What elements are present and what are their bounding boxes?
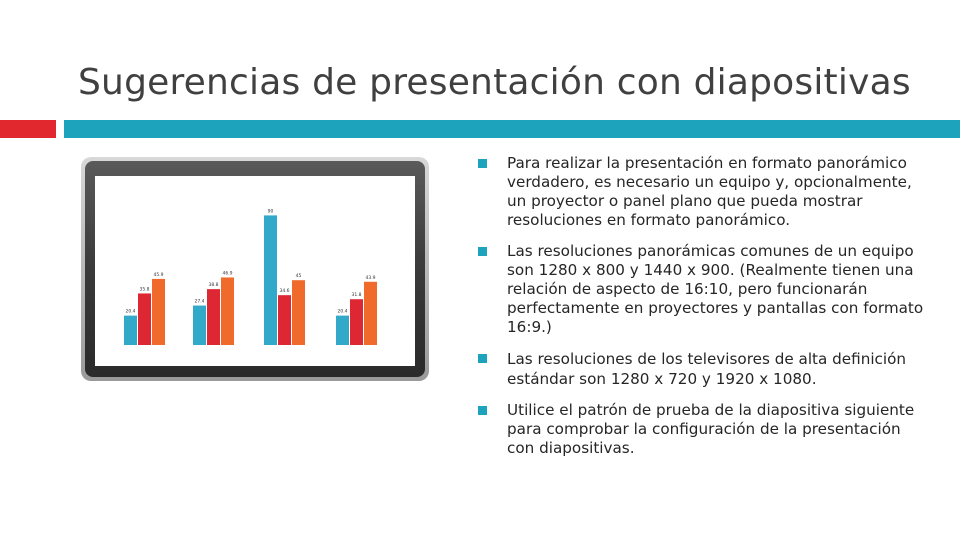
chart-bar	[336, 315, 349, 345]
chart-data-label: 45.9	[153, 272, 163, 278]
square-bullet-icon	[478, 247, 487, 256]
chart-bar	[292, 280, 305, 345]
chart-bar	[152, 278, 165, 345]
bullet-text: Para realizar la presentación en formato…	[507, 154, 912, 229]
bullet-item: Las resoluciones panorámicas comunes de …	[478, 242, 928, 337]
bullet-list: Para realizar la presentación en formato…	[478, 154, 928, 470]
chart-bar	[138, 293, 151, 345]
chart-data-label: 46.9	[222, 270, 232, 276]
chart-bar	[124, 315, 137, 345]
bullet-item: Para realizar la presentación en formato…	[478, 154, 928, 230]
chart-bar	[264, 215, 277, 345]
title-accent-bar-teal	[64, 120, 960, 138]
chart-data-label: 38.8	[208, 282, 218, 288]
chart-data-label: 43.9	[365, 275, 375, 281]
square-bullet-icon	[478, 354, 487, 363]
chart-bar	[221, 277, 234, 345]
chart-bar	[207, 289, 220, 345]
slide-title: Sugerencias de presentación con diaposit…	[78, 62, 911, 103]
bullet-text: Las resoluciones de los televisores de a…	[507, 350, 907, 388]
chart-bar	[193, 305, 206, 345]
chart-data-label: 20.4	[337, 309, 347, 315]
chart-data-label: 20.4	[125, 309, 135, 315]
chart-data-label: 45	[296, 273, 302, 279]
title-accent-bar-red	[0, 120, 56, 138]
chart-data-label: 90	[268, 208, 274, 214]
chart-data-label: 34.6	[279, 288, 289, 294]
chart-data-label: 31.8	[351, 292, 361, 298]
bullet-item: Utilice el patrón de prueba de la diapos…	[478, 401, 928, 458]
chart-data-label: 35.8	[139, 286, 149, 292]
monitor-bar-chart-illustration: 20.4 35.8 45.9 27.4 38.8 46.9 90 34.6 45 20.4 31.8…	[81, 157, 429, 381]
bullet-item: Las resoluciones de los televisores de a…	[478, 349, 928, 389]
bullet-text: Las resoluciones panorámicas comunes de …	[507, 242, 924, 336]
chart-plot-area: 20.4 35.8 45.9 27.4 38.8 46.9 90 34.6 45 20.4 31.8…	[124, 208, 377, 345]
chart-data-label: 27.4	[194, 299, 204, 305]
chart-bar	[350, 299, 363, 345]
bullet-text: Utilice el patrón de prueba de la diapos…	[507, 401, 915, 457]
square-bullet-icon	[478, 406, 487, 415]
square-bullet-icon	[478, 159, 487, 168]
chart-bar	[364, 281, 377, 345]
chart-bar	[278, 295, 291, 345]
